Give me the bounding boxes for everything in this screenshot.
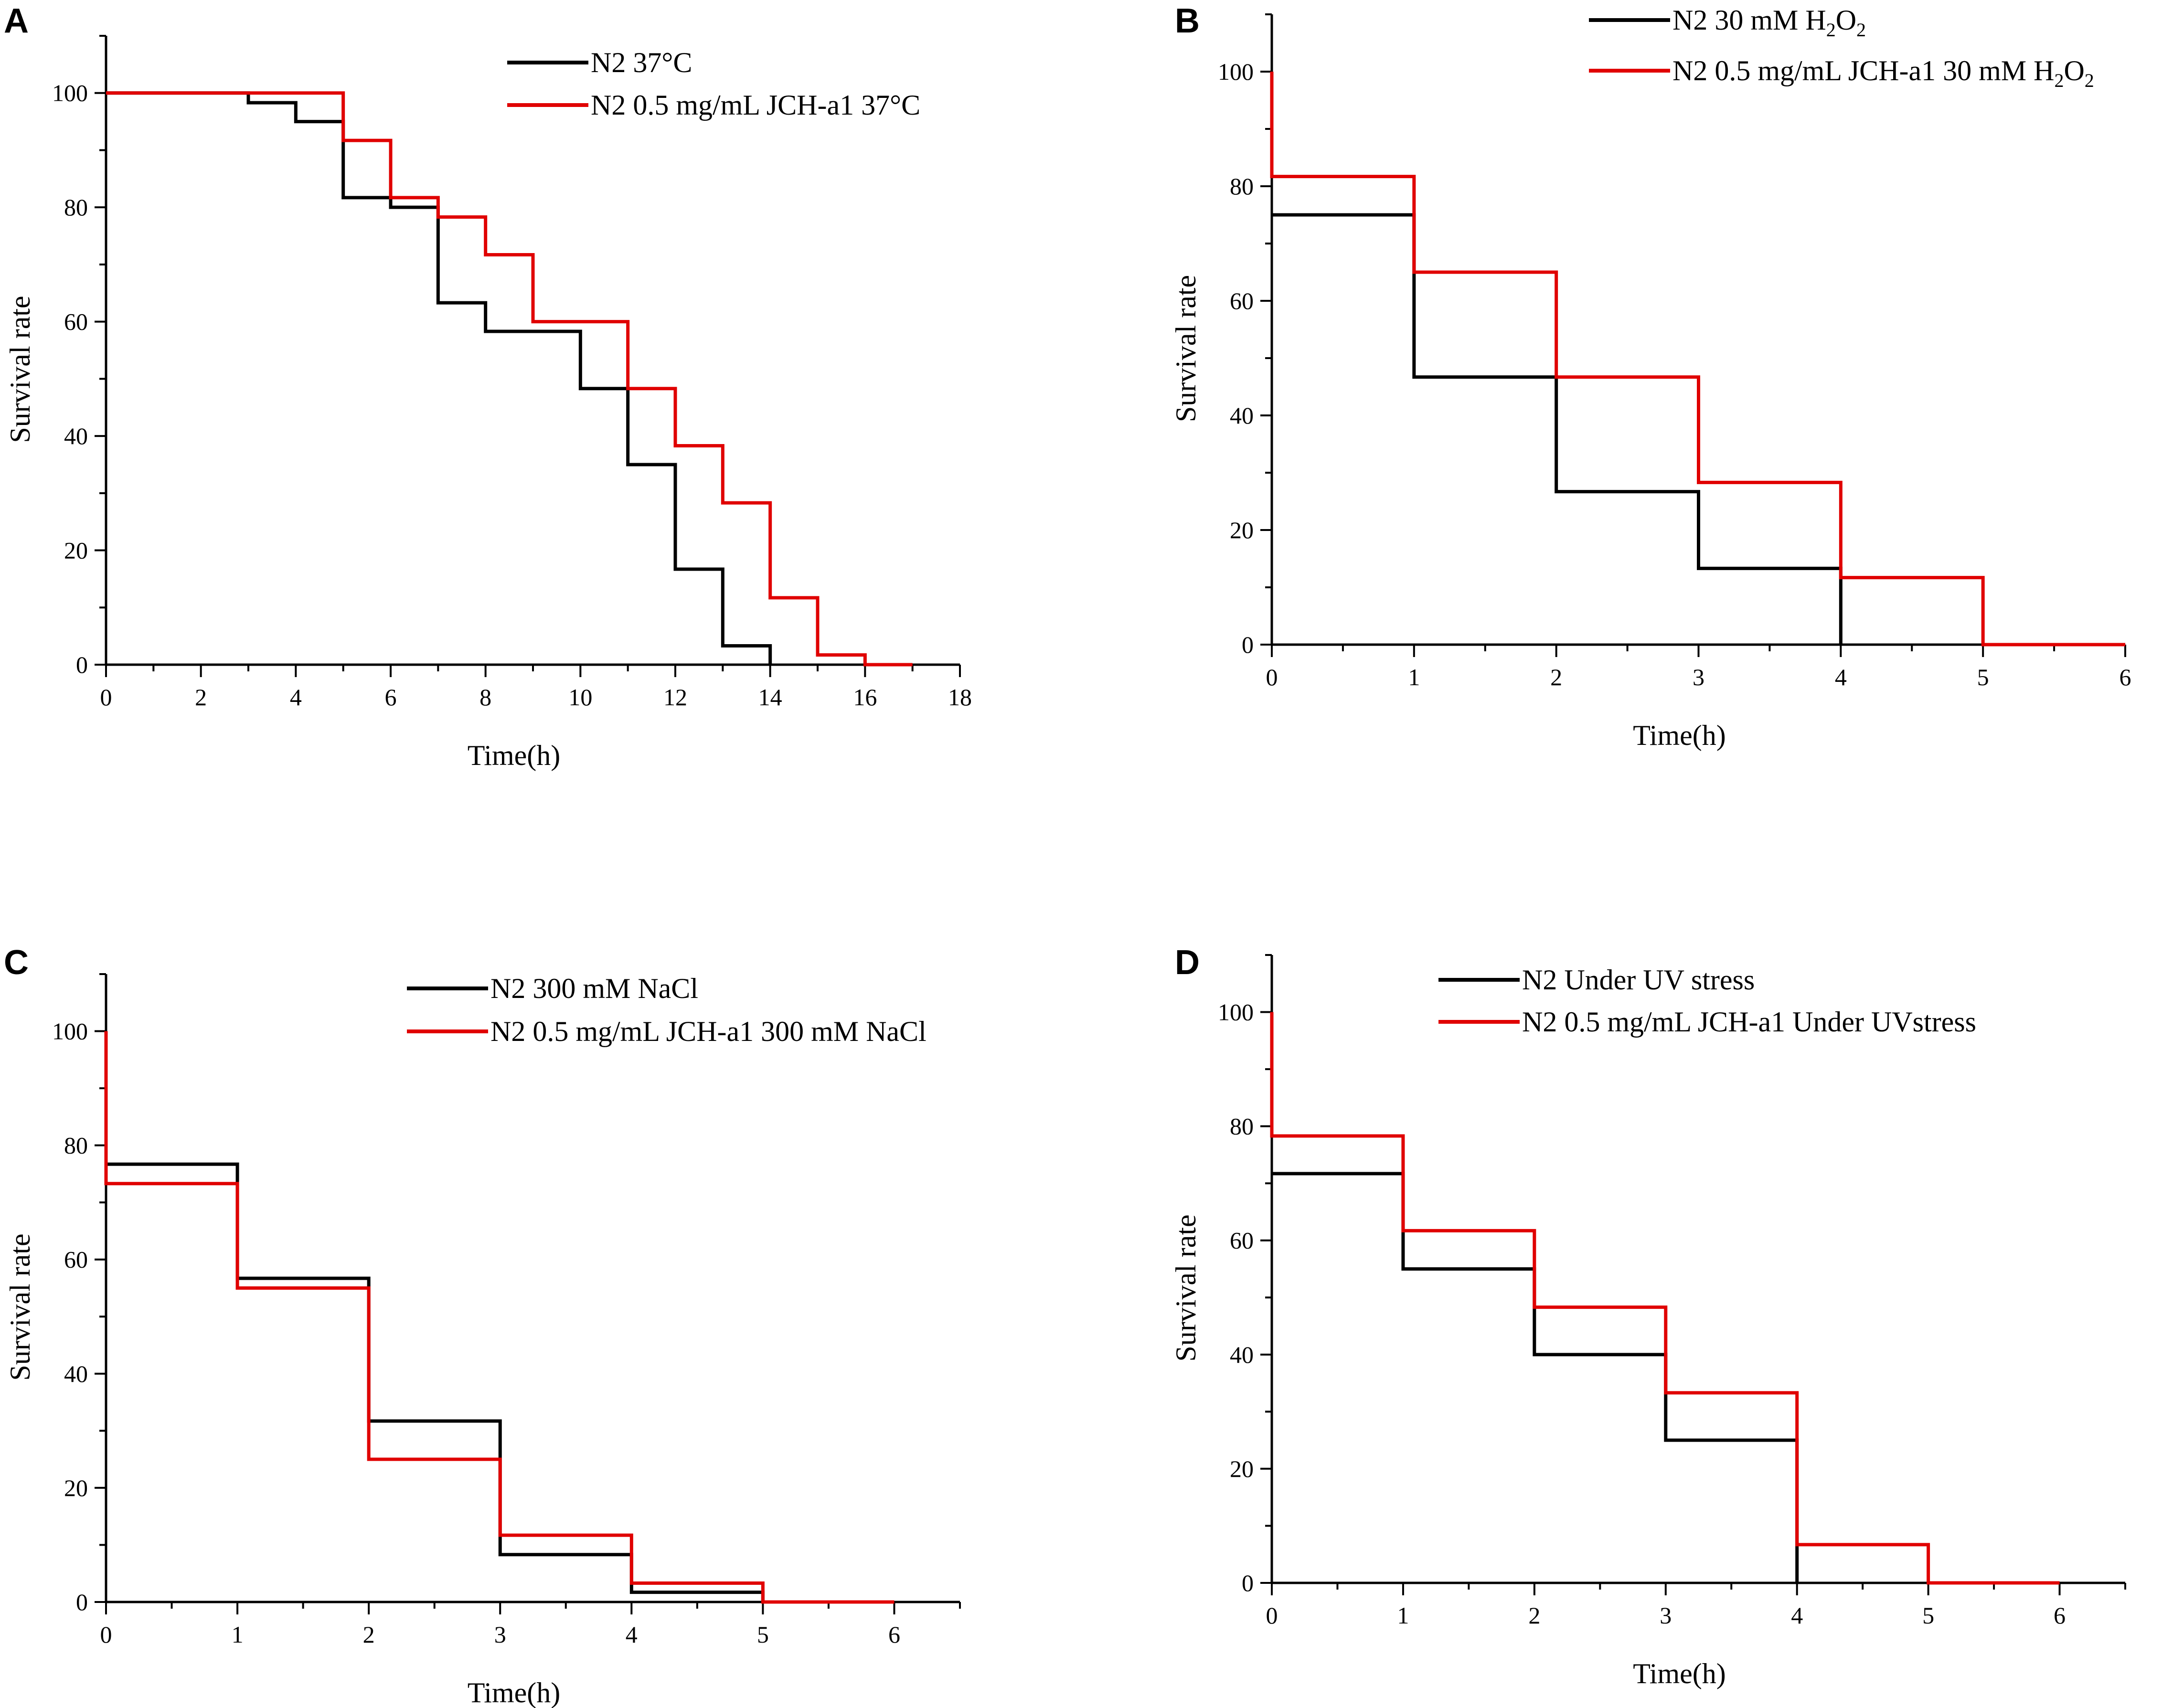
x-tick-label: 4 xyxy=(626,1621,638,1648)
y-tick-label: 40 xyxy=(1230,402,1254,429)
legend-label: N2 0.5 mg/mL JCH-a1 300 mM NaCl xyxy=(490,1016,927,1047)
legend-label: N2 0.5 mg/mL JCH-a1 Under UVstress xyxy=(1522,1006,1976,1038)
x-tick-label: 14 xyxy=(758,684,782,711)
series-line-treated xyxy=(1270,72,2125,647)
legend-label: N2 0.5 mg/mL JCH-a1 37°C xyxy=(591,89,920,121)
x-tick-label: 12 xyxy=(663,684,687,711)
panel-label: C xyxy=(4,944,29,982)
legend-label: N2 37°C xyxy=(591,47,692,78)
y-tick-label: 40 xyxy=(1230,1341,1254,1368)
y-tick-label: 0 xyxy=(1242,631,1254,658)
y-tick-label: 60 xyxy=(64,1246,88,1273)
x-tick-label: 3 xyxy=(1660,1602,1672,1629)
chart-panel-a: A 0 2 4 6 8 10 12 14 16 18 0 20 40 60 80 100 Time(h) Survi… xyxy=(4,2,972,771)
y-tick-label: 80 xyxy=(64,194,88,221)
y-tick-label: 80 xyxy=(64,1132,88,1159)
x-axis-title: Time(h) xyxy=(468,740,560,771)
y-tick-label: 80 xyxy=(1230,173,1254,200)
y-tick-label: 100 xyxy=(52,80,88,106)
y-tick-label: 0 xyxy=(76,651,88,678)
y-tick-label: 60 xyxy=(64,308,88,335)
panel-label: B xyxy=(1175,2,1200,40)
legend-label: N2 300 mM NaCl xyxy=(490,973,698,1004)
x-tick-label: 2 xyxy=(1528,1602,1540,1629)
y-tick-label: 80 xyxy=(1230,1113,1254,1140)
x-axis-title: Time(h) xyxy=(1633,720,1726,751)
y-tick-label: 100 xyxy=(1218,999,1254,1026)
x-tick-label: 6 xyxy=(888,1621,900,1648)
panel-label: A xyxy=(4,2,29,40)
x-tick-label: 0 xyxy=(100,1621,112,1648)
x-tick-label: 1 xyxy=(1408,664,1420,690)
x-axis-title: Time(h) xyxy=(1633,1658,1726,1689)
x-tick-label: 2 xyxy=(363,1621,375,1648)
x-tick-label: 0 xyxy=(1266,664,1278,690)
x-tick-label: 5 xyxy=(757,1621,769,1648)
series-line-treated xyxy=(106,91,913,667)
legend-label: N2 Under UV stress xyxy=(1522,964,1755,996)
y-tick-label: 20 xyxy=(64,1475,88,1501)
x-tick-label: 8 xyxy=(479,684,491,711)
x-tick-label: 4 xyxy=(1791,1602,1803,1629)
x-tick-label: 3 xyxy=(1693,664,1704,690)
y-tick-label: 0 xyxy=(1242,1570,1254,1596)
x-tick-label: 4 xyxy=(1835,664,1847,690)
x-tick-label: 6 xyxy=(2054,1602,2066,1629)
y-tick-label: 0 xyxy=(76,1589,88,1615)
y-axis-title: Survival rate xyxy=(4,296,36,443)
y-tick-label: 100 xyxy=(1218,58,1254,85)
y-tick-label: 40 xyxy=(64,1360,88,1387)
y-tick-label: 60 xyxy=(1230,287,1254,314)
y-tick-label: 40 xyxy=(64,423,88,449)
x-tick-label: 6 xyxy=(385,684,397,711)
x-tick-label: 5 xyxy=(1922,1602,1934,1629)
x-tick-label: 1 xyxy=(1397,1602,1409,1629)
y-axis-title: Survival rate xyxy=(1170,1214,1202,1361)
x-tick-label: 0 xyxy=(1266,1602,1278,1629)
x-tick-label: 4 xyxy=(290,684,302,711)
y-tick-label: 20 xyxy=(64,537,88,564)
series-line-treated xyxy=(104,1031,895,1604)
x-tick-label: 2 xyxy=(195,684,207,711)
x-tick-label: 3 xyxy=(494,1621,506,1648)
panel-label: D xyxy=(1175,944,1200,982)
series-line-control xyxy=(106,1162,765,1602)
y-tick-label: 20 xyxy=(1230,517,1254,543)
x-tick-label: 0 xyxy=(100,684,112,711)
x-axis-title: Time(h) xyxy=(468,1677,560,1708)
series-line-control xyxy=(106,91,772,665)
x-tick-label: 1 xyxy=(232,1621,244,1648)
y-tick-label: 60 xyxy=(1230,1227,1254,1254)
x-tick-label: 5 xyxy=(1977,664,1989,690)
series-line-treated xyxy=(1270,1012,2060,1585)
x-tick-label: 16 xyxy=(853,684,877,711)
x-tick-label: 2 xyxy=(1550,664,1562,690)
y-tick-label: 20 xyxy=(1230,1455,1254,1482)
x-tick-label: 6 xyxy=(2120,664,2131,690)
x-tick-label: 18 xyxy=(948,684,972,711)
y-axis-title: Survival rate xyxy=(1170,275,1202,422)
y-tick-label: 100 xyxy=(52,1018,88,1045)
legend-label: N2 0.5 mg/mL JCH-a1 30 mM H2O2 xyxy=(1672,55,2094,91)
legend-label: N2 30 mM H2O2 xyxy=(1672,4,1866,41)
y-axis-title: Survival rate xyxy=(4,1233,36,1380)
x-tick-label: 10 xyxy=(568,684,592,711)
